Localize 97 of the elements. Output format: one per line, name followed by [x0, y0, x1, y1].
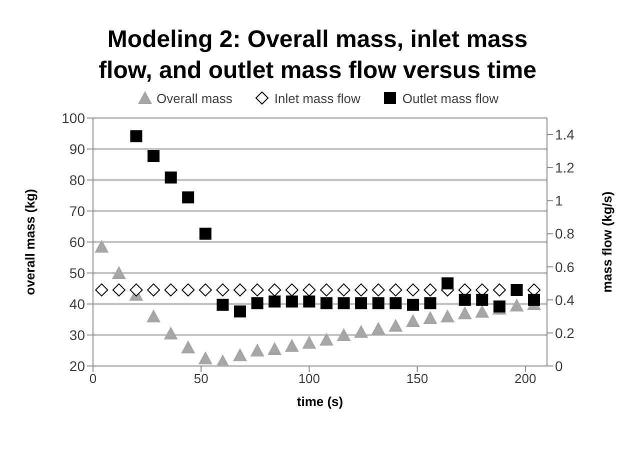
point	[198, 283, 212, 296]
point	[198, 351, 212, 364]
point	[354, 283, 368, 296]
y2-tick-label: 0	[555, 358, 563, 374]
point	[112, 266, 126, 279]
y2-tick-label: 0.6	[555, 258, 575, 275]
point	[148, 150, 160, 162]
point	[216, 298, 229, 311]
point	[164, 172, 177, 184]
y-tick-label: 90	[69, 140, 86, 157]
point	[164, 283, 178, 296]
y-tick-label: 60	[69, 234, 86, 250]
point	[302, 336, 316, 349]
x-tick-label: 50	[194, 371, 208, 386]
point	[475, 304, 490, 318]
point	[130, 283, 143, 296]
point	[286, 296, 298, 308]
point	[493, 300, 506, 312]
legend-label: Outlet mass flow	[402, 90, 498, 106]
x-tick-label: 150	[406, 371, 428, 386]
y2-tick-label: 0.2	[555, 324, 575, 341]
point	[268, 296, 281, 308]
point	[199, 228, 212, 240]
y2-tick-label: 0.4	[555, 292, 575, 308]
y2-tick-label: 1.4	[555, 126, 575, 143]
point	[440, 309, 455, 322]
point	[268, 342, 282, 355]
point	[406, 314, 420, 328]
point	[234, 283, 247, 296]
point	[371, 322, 386, 335]
point	[112, 283, 126, 296]
point	[320, 297, 332, 310]
point	[251, 297, 264, 310]
point	[510, 298, 524, 312]
x-tick-label: 100	[298, 371, 320, 386]
point	[388, 318, 403, 332]
point	[390, 297, 402, 310]
point	[423, 310, 438, 324]
y2-tick-label: 0.8	[555, 226, 575, 242]
y2-tick-label: 1	[555, 192, 563, 209]
y-tick-label: 20	[69, 358, 86, 374]
y-tick-label: 80	[69, 172, 86, 188]
point	[458, 306, 472, 320]
point	[372, 297, 384, 310]
point	[442, 277, 454, 290]
point	[510, 284, 523, 296]
point	[216, 283, 230, 296]
chart-title: Modeling 2: Overall mass, inlet mass flow, and outlet mass flow versus time	[98, 25, 538, 86]
point	[372, 283, 385, 296]
point	[354, 324, 368, 338]
point	[458, 294, 471, 306]
point	[147, 283, 160, 296]
point	[492, 283, 506, 296]
point	[181, 340, 196, 354]
point	[337, 283, 350, 296]
y-tick-label: 30	[69, 326, 86, 343]
point	[302, 283, 316, 296]
x-tick-label: 200	[514, 371, 536, 386]
point	[130, 130, 142, 142]
point	[94, 240, 109, 253]
legend-label: Overall mass	[156, 90, 232, 106]
point	[268, 283, 282, 296]
point	[406, 298, 419, 311]
point	[234, 305, 246, 318]
point	[182, 191, 194, 204]
point	[250, 344, 264, 356]
point	[95, 283, 108, 296]
point	[476, 294, 488, 306]
point	[164, 326, 178, 340]
point	[424, 297, 436, 310]
legend-label: Inlet mass flow	[274, 90, 360, 106]
point	[216, 354, 230, 366]
x-axis-title: time (s)	[296, 394, 344, 409]
point	[146, 309, 161, 322]
point	[355, 297, 368, 310]
y-tick-label: 40	[69, 296, 86, 312]
point	[250, 283, 264, 296]
point	[406, 283, 420, 296]
y-tick-label: 70	[69, 202, 86, 219]
point	[528, 294, 540, 306]
y-tick-label: 50	[69, 264, 86, 281]
point	[338, 297, 350, 310]
point	[284, 338, 299, 352]
point	[182, 283, 195, 296]
point	[320, 283, 333, 296]
point	[336, 328, 351, 341]
point	[319, 332, 334, 346]
y-axis-title: overall mass (kg)	[22, 188, 38, 296]
point	[389, 283, 402, 296]
y2-tick-label: 1.2	[555, 160, 575, 176]
point	[303, 296, 316, 308]
point	[424, 283, 437, 296]
y-tick-label: 100	[62, 110, 86, 126]
point	[285, 283, 298, 296]
point	[233, 348, 248, 362]
x-tick-label: 0	[89, 371, 97, 386]
y2-axis-title: mass flow (kg/s)	[600, 191, 615, 293]
